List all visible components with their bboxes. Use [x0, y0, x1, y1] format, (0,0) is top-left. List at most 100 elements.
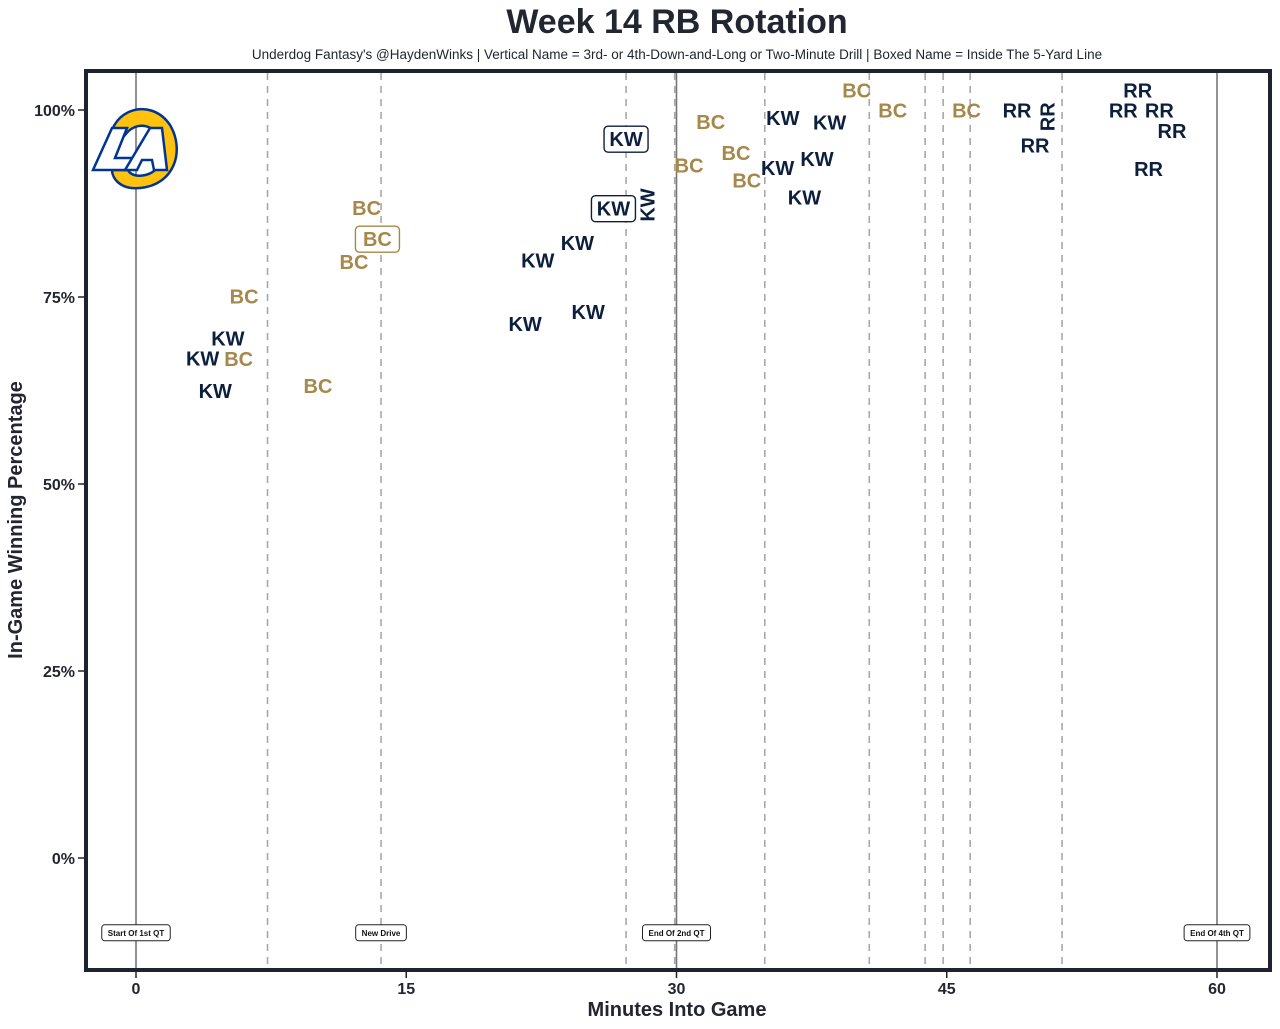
point-bc: BC	[340, 252, 369, 274]
x-tick-label: 60	[1208, 981, 1226, 998]
y-tick-label: 100%	[34, 103, 75, 120]
point-rr: RR	[1003, 101, 1032, 123]
y-tick-label: 50%	[43, 477, 75, 494]
point-label: KW	[186, 348, 219, 370]
point-label: RR	[1134, 159, 1163, 181]
point-label: RR	[1109, 101, 1138, 123]
point-kw: KW	[761, 158, 794, 180]
point-label: KW	[761, 158, 794, 180]
point-label: KW	[211, 328, 244, 350]
point-box	[603, 125, 649, 153]
point-label: BC	[696, 112, 725, 134]
point-label: KW	[508, 314, 541, 336]
point-label: BC	[363, 229, 392, 251]
point-bc: BC	[878, 101, 907, 123]
y-tick-label: 0%	[52, 851, 75, 868]
point-box	[590, 195, 637, 223]
point-label: BC	[952, 101, 981, 123]
x-axis-label: Minutes Into Game	[588, 999, 767, 1021]
point-label: RR	[1021, 136, 1050, 158]
point-label: BC	[352, 198, 381, 220]
point-label: KW	[561, 233, 594, 255]
point-label: BC	[878, 101, 907, 123]
point-label: BC	[842, 81, 871, 103]
point-kw: KW	[186, 348, 219, 370]
point-bc: BC	[696, 112, 725, 134]
point-bc: BC	[224, 349, 253, 371]
point-rr: RR	[1123, 81, 1152, 103]
point-kw: KW	[199, 381, 232, 403]
annotations: Start Of 1st QT New Drive End Of 2nd QT End…	[101, 924, 1251, 942]
point-label: BC	[224, 349, 253, 371]
point-kw: KW	[638, 188, 660, 221]
point-kw: KW	[800, 149, 833, 171]
point-bc: BC	[732, 170, 761, 192]
x-tick-label: 15	[397, 981, 415, 998]
annotation-label: Start Of 1st QT	[108, 929, 165, 938]
point-label: KW	[199, 381, 232, 403]
point-bc: BC	[304, 376, 333, 398]
point-bc: BC	[722, 143, 751, 165]
point-kw: KW	[561, 233, 594, 255]
point-label: KW	[597, 199, 630, 221]
point-label: RR	[1145, 101, 1174, 123]
point-rr: RR	[1158, 121, 1187, 143]
point-label: KW	[766, 108, 799, 130]
annotation-label: End Of 2nd QT	[649, 929, 705, 938]
y-tick-label: 75%	[43, 290, 75, 307]
point-kw: KW	[521, 250, 554, 272]
annotation-box	[642, 924, 711, 942]
point-label: KW	[813, 113, 846, 135]
x-tick-label: 30	[668, 981, 686, 998]
point-kw: KW	[788, 187, 821, 209]
point-bc: BC	[352, 198, 381, 220]
point-kw: KW	[572, 302, 605, 324]
point-rr: RR	[1134, 159, 1163, 181]
point-kw: KW	[590, 195, 637, 223]
y-tick-label: 25%	[43, 664, 75, 681]
point-label: KW	[788, 187, 821, 209]
point-label: KW	[572, 302, 605, 324]
point-rr: RR	[1038, 102, 1060, 131]
point-kw: KW	[603, 125, 649, 153]
point-label: BC	[675, 155, 704, 177]
point-bc: BC	[230, 286, 259, 308]
point-bc: BC	[354, 225, 401, 253]
point-label: RR	[1038, 102, 1060, 131]
annotation-box	[355, 924, 407, 942]
point-label: BC	[722, 143, 751, 165]
annotation-box	[101, 924, 171, 942]
point-rr: RR	[1109, 101, 1138, 123]
plot-frame	[84, 69, 1272, 972]
point-rr: RR	[1021, 136, 1050, 158]
point-label: KW	[638, 188, 660, 221]
point-kw: KW	[508, 314, 541, 336]
annotation-label: New Drive	[362, 929, 401, 938]
point-rr: RR	[1145, 101, 1174, 123]
point-bc: BC	[675, 155, 704, 177]
x-tick-label: 45	[938, 981, 956, 998]
y-axis-label: In-Game Winning Percentage	[5, 381, 27, 659]
point-label: KW	[609, 129, 642, 151]
point-label: RR	[1158, 121, 1187, 143]
point-box	[354, 225, 401, 253]
x-tick-label: 0	[132, 981, 141, 998]
point-label: BC	[340, 252, 369, 274]
point-label: RR	[1123, 81, 1152, 103]
point-label: KW	[521, 250, 554, 272]
point-bc: BC	[842, 81, 871, 103]
reference-lines	[135, 73, 1218, 968]
point-bc: BC	[952, 101, 981, 123]
point-label: BC	[304, 376, 333, 398]
point-kw: KW	[211, 328, 244, 350]
point-kw: KW	[766, 108, 799, 130]
point-kw: KW	[813, 113, 846, 135]
chart-subtitle: Underdog Fantasy's @HaydenWinks | Vertic…	[252, 47, 1102, 62]
point-label: BC	[732, 170, 761, 192]
chart-title: Week 14 RB Rotation	[506, 3, 847, 41]
point-label: RR	[1003, 101, 1032, 123]
annotation-box	[1183, 924, 1251, 942]
rams-logo	[91, 108, 178, 190]
